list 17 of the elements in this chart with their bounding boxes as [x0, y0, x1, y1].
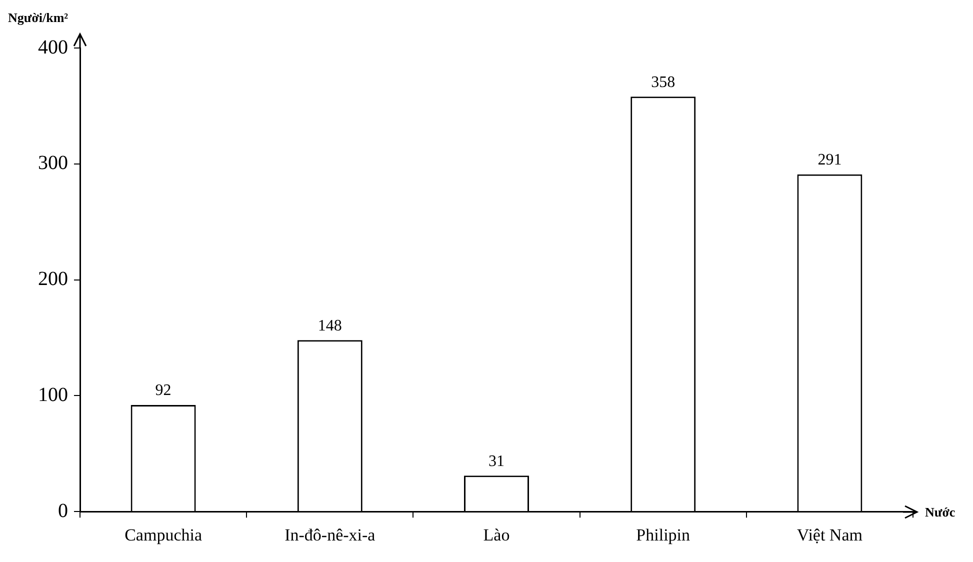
data-label: 31: [488, 452, 504, 470]
data-label: 92: [155, 382, 172, 400]
x-tick-label: In-đô-nê-xi-a: [284, 525, 376, 544]
data-label: 148: [318, 317, 342, 334]
data-label: 291: [818, 152, 842, 169]
x-tick-label: Philipin: [636, 525, 691, 544]
y-tick-label: 0: [58, 500, 68, 522]
y-axis-title: Người/km²: [8, 10, 68, 25]
x-axis-title: Nước: [925, 504, 956, 520]
y-tick-label: 400: [38, 36, 68, 58]
y-tick-label: 300: [38, 152, 68, 174]
x-tick-label: Campuchia: [124, 525, 202, 544]
data-label: 358: [651, 74, 676, 91]
y-tick-label: 200: [38, 268, 68, 290]
x-tick-label: Việt Nam: [796, 525, 862, 544]
y-tick-label: 100: [38, 384, 68, 406]
x-tick-label: Lào: [483, 525, 510, 544]
